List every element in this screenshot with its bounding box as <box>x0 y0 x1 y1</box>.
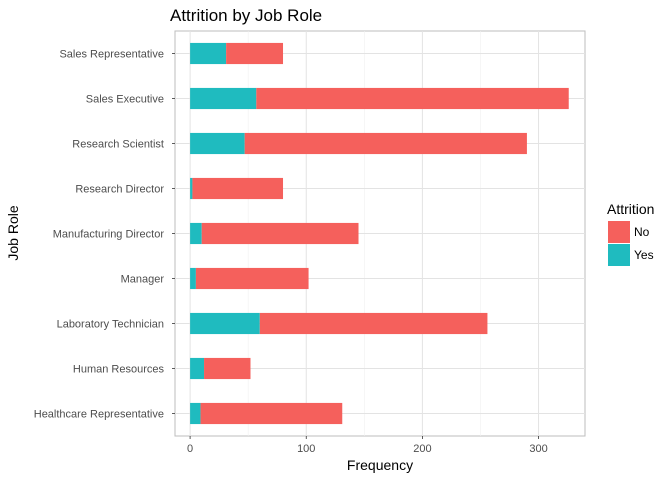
bar-no <box>200 402 343 425</box>
bar-yes <box>190 132 245 155</box>
bar-yes <box>190 42 227 65</box>
bar-no <box>195 267 309 290</box>
y-tick-label: Research Director <box>75 184 164 196</box>
x-tick-label: 200 <box>413 443 431 455</box>
bar-yes <box>190 312 260 335</box>
y-tick-labels: Healthcare Representative Human Resources… <box>34 49 175 421</box>
y-tick-label: Laboratory Technician <box>57 319 164 331</box>
bar-yes <box>190 402 201 425</box>
x-tick-labels: 0 100 200 300 <box>187 436 548 455</box>
bars <box>190 42 569 425</box>
y-tick-label: Manufacturing Director <box>53 229 165 241</box>
y-tick-label: Sales Representative <box>59 49 164 61</box>
legend: Attrition No Yes <box>607 201 654 266</box>
legend-label-yes: Yes <box>634 248 654 262</box>
bar-no <box>256 87 569 110</box>
legend-label-no: No <box>634 225 650 239</box>
y-tick-label: Sales Executive <box>86 94 164 106</box>
bar-no <box>226 42 284 65</box>
y-axis-title: Job Role <box>5 205 21 260</box>
bar-yes <box>190 87 257 110</box>
x-tick-label: 300 <box>529 443 547 455</box>
bar-yes <box>190 222 202 245</box>
bar-yes <box>190 267 196 290</box>
bar-yes <box>190 357 205 380</box>
y-tick-label: Healthcare Representative <box>34 409 164 421</box>
chart-title: Attrition by Job Role <box>170 6 322 25</box>
x-tick-label: 0 <box>187 443 193 455</box>
legend-key-no <box>608 221 630 243</box>
bar-no <box>244 132 527 155</box>
bar-no <box>204 357 251 380</box>
y-tick-label: Research Scientist <box>72 139 164 151</box>
bar-no <box>192 177 284 200</box>
y-tick-label: Human Resources <box>73 364 165 376</box>
x-axis-title: Frequency <box>347 457 413 473</box>
bar-yes <box>190 177 193 200</box>
legend-key-yes <box>608 244 630 266</box>
bar-no <box>259 312 488 335</box>
y-tick-label: Manager <box>121 274 165 286</box>
legend-title: Attrition <box>607 201 654 217</box>
x-tick-label: 100 <box>297 443 315 455</box>
bar-no <box>201 222 359 245</box>
